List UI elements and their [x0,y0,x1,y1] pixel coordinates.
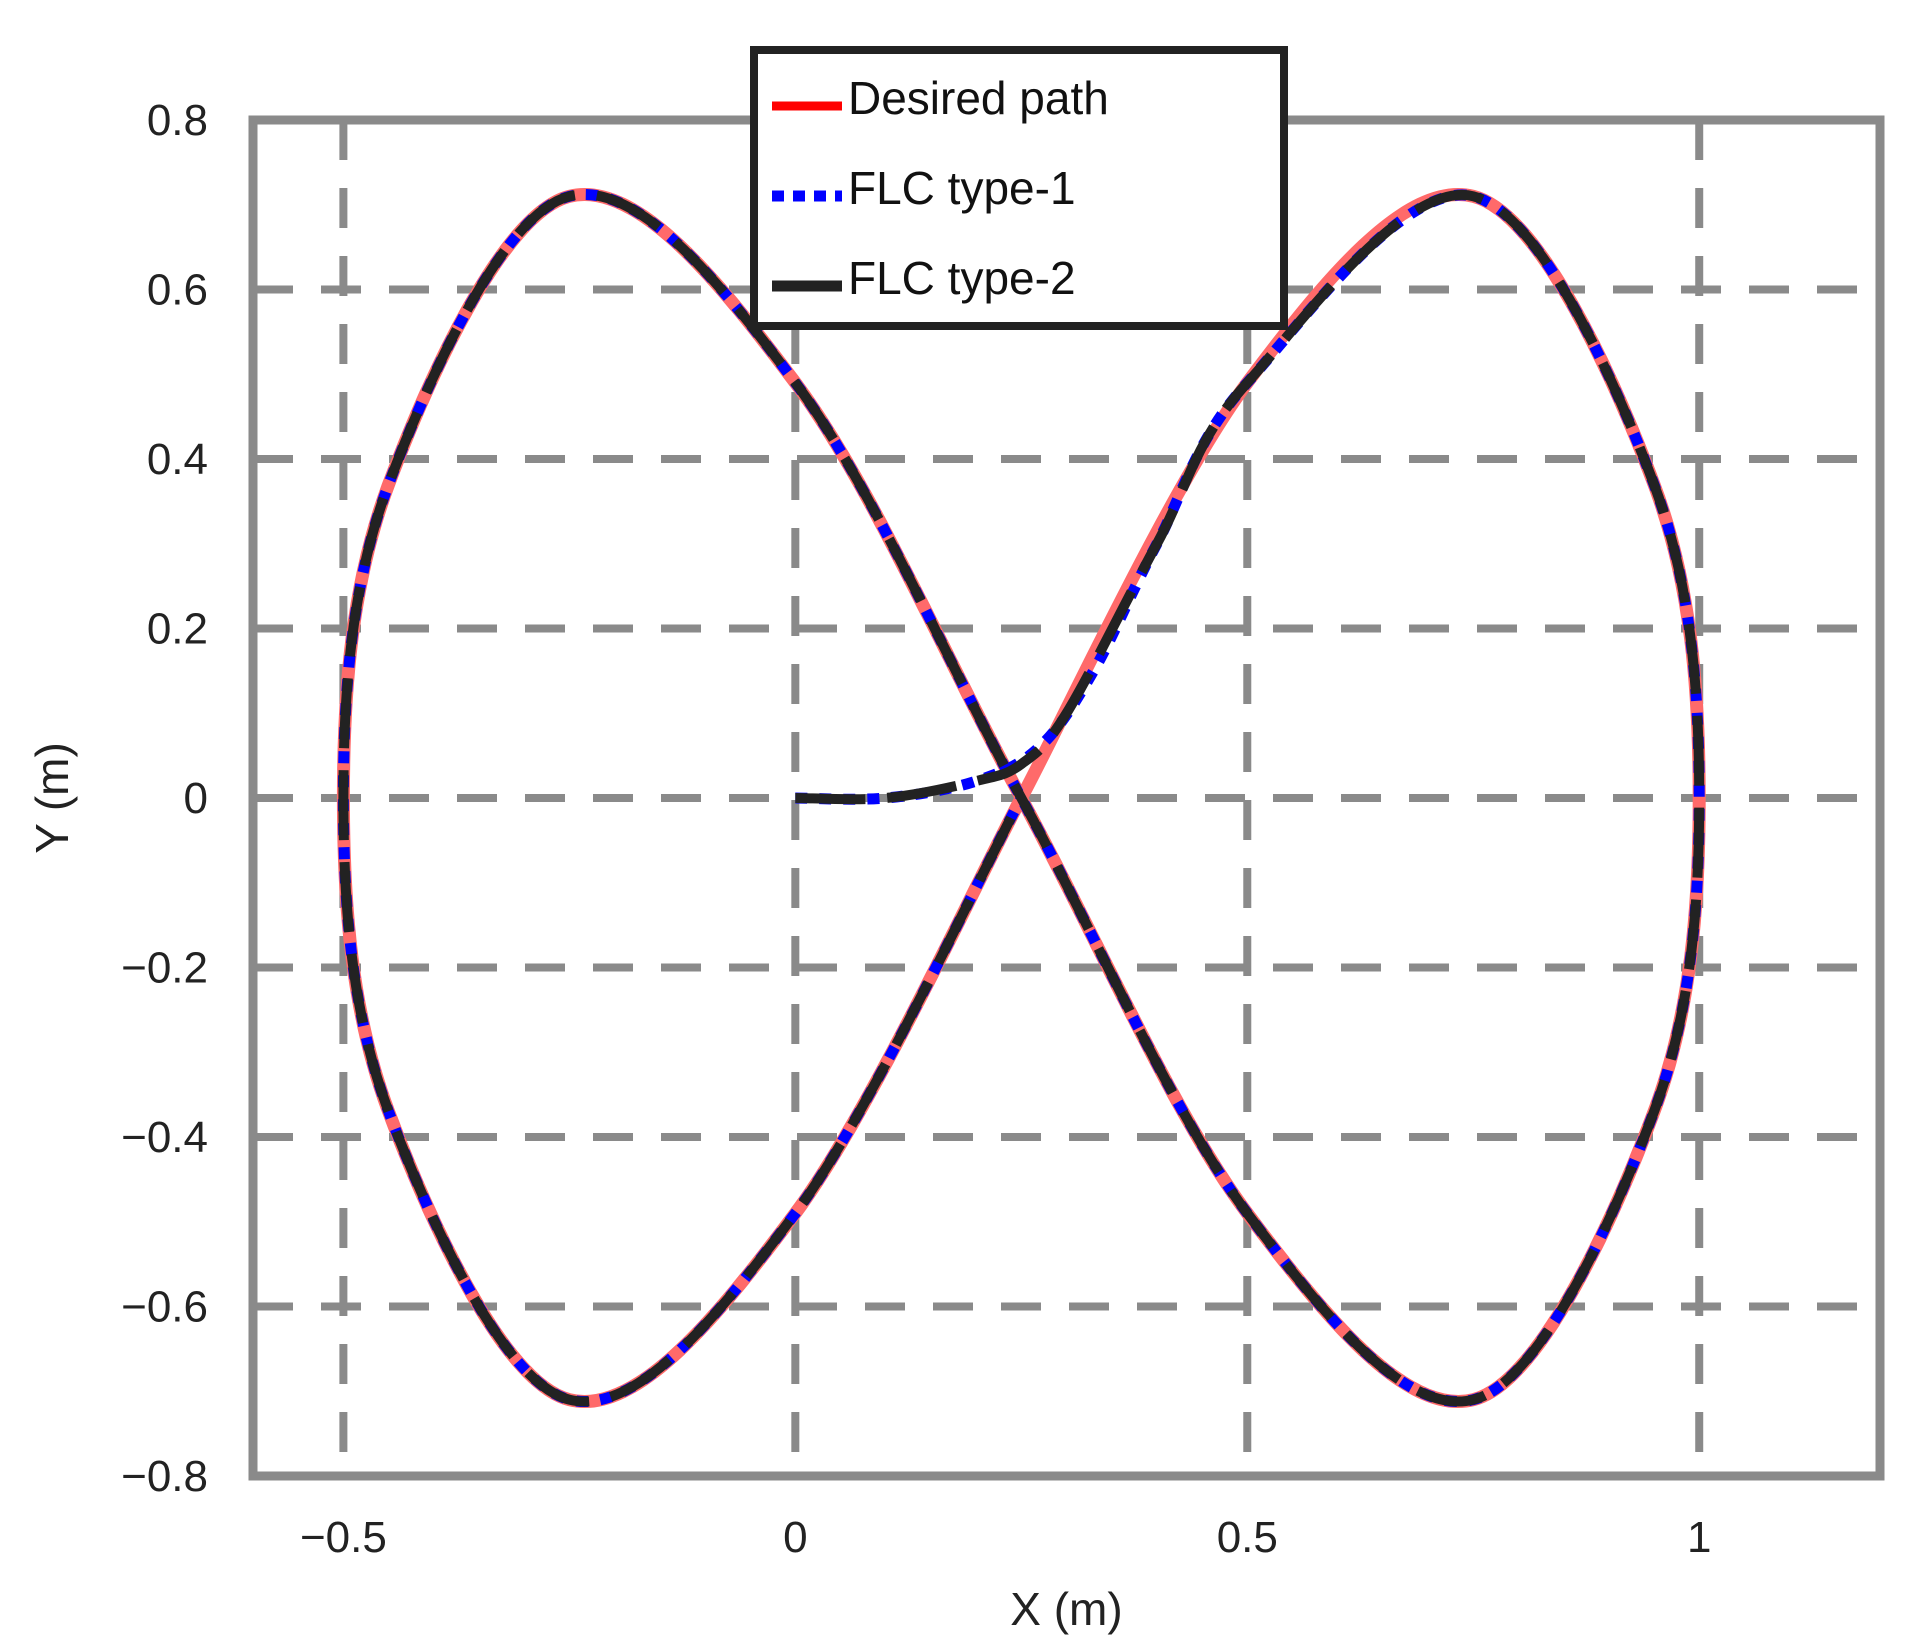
y-tick-label-8: −0.8 [121,1452,208,1501]
y-tick-label-0: 0.8 [147,96,208,145]
series-flc-type-2 [338,189,1705,1407]
legend-label-flc-type-2: FLC type-2 [848,252,1076,304]
y-tick-label-5: −0.2 [121,944,208,993]
y-tick-label-6: −0.4 [121,1113,208,1162]
x-tick-label-3: 1 [1687,1513,1711,1562]
y-tick-label-3: 0.2 [147,605,208,654]
x-axis-label: X (m) [1010,1583,1122,1635]
y-axis-label: Y (m) [26,742,78,854]
x-tick-label-1: 0 [783,1513,807,1562]
y-tick-label-1: 0.6 [147,266,208,315]
series-flc-type-1 [337,189,1705,1407]
y-tick-label-2: 0.4 [147,435,208,484]
y-tick-label-4: 0 [184,774,208,823]
y-tick-label-7: −0.6 [121,1283,208,1332]
tick-labels: −0.5 0 0.5 1 0.8 0.6 0.4 0.2 0 −0.2 −0.4 −0.6 −0.8 [121,96,1711,1562]
x-tick-label-0: −0.5 [300,1513,387,1562]
grid [253,116,1880,1480]
x-tick-label-2: 0.5 [1217,1513,1278,1562]
legend-label-desired-path: Desired path [848,72,1109,124]
legend: Desired path FLC type-1 FLC type-2 [750,46,1288,330]
legend-label-flc-type-1: FLC type-1 [848,162,1076,214]
legend-box [750,46,1288,330]
series-lines [336,188,1706,1408]
